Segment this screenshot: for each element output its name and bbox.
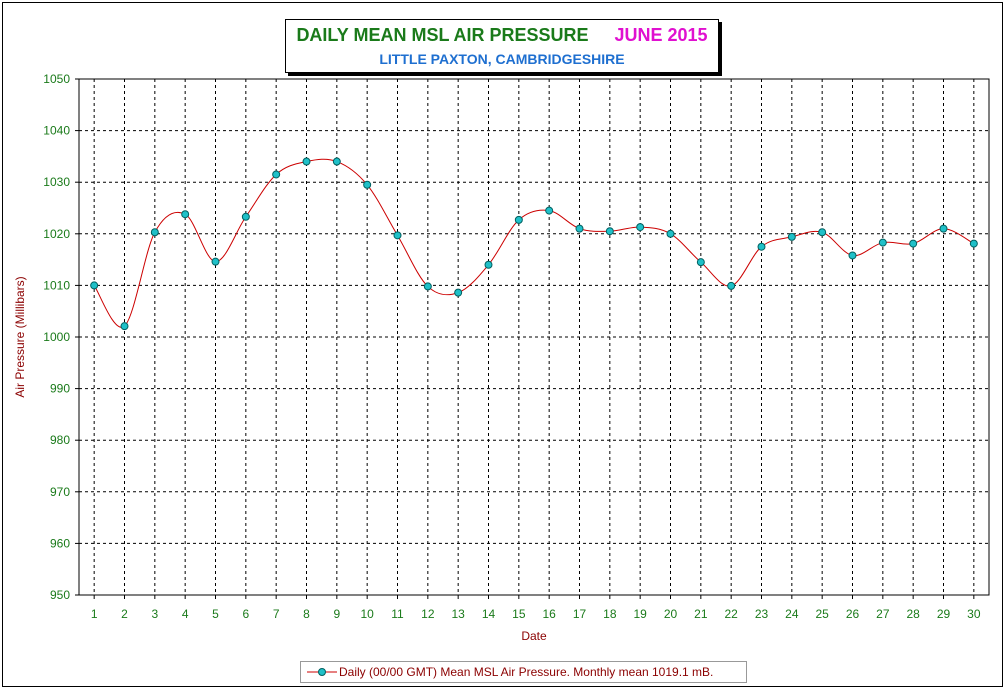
data-point [423, 282, 432, 291]
x-tick-label: 26 [846, 607, 860, 621]
x-tick-label: 17 [573, 607, 587, 621]
chart-subtitle: LITTLE PAXTON, CAMBRIDGESHIRE [379, 51, 625, 67]
y-tick-label: 960 [50, 536, 70, 550]
x-tick-label: 28 [906, 607, 920, 621]
x-tick-label: 25 [815, 607, 829, 621]
x-tick-label: 11 [391, 607, 404, 621]
series-markers [90, 157, 978, 331]
x-tick-label: 30 [967, 607, 981, 621]
x-tick-label: 15 [512, 607, 526, 621]
title-box: DAILY MEAN MSL AIR PRESSURE JUNE 2015 LIT… [285, 19, 719, 73]
data-point [150, 228, 159, 237]
y-tick-label: 1030 [43, 175, 70, 189]
data-point [848, 251, 857, 260]
x-tick-label: 1 [91, 607, 98, 621]
data-point [757, 242, 766, 251]
data-point [575, 224, 584, 233]
x-tick-label: 20 [664, 607, 678, 621]
legend-swatch-icon [307, 668, 337, 676]
x-tick-label: 5 [212, 607, 219, 621]
data-point [818, 228, 827, 237]
data-point [272, 170, 281, 179]
data-point [332, 157, 341, 166]
y-axis-label: Air Pressure (Millibars) [13, 276, 27, 397]
data-point [787, 232, 796, 241]
y-tick-label: 950 [50, 588, 70, 602]
y-tick-label: 1010 [43, 278, 70, 292]
data-point [666, 229, 675, 238]
x-tick-label: 3 [151, 607, 158, 621]
x-tick-label: 13 [451, 607, 465, 621]
data-point [120, 322, 129, 331]
x-tick-label: 16 [542, 607, 556, 621]
data-point [302, 157, 311, 166]
data-point [636, 223, 645, 232]
data-point [545, 206, 554, 215]
data-point [939, 224, 948, 233]
data-point [363, 180, 372, 189]
y-tick-label: 1000 [43, 330, 70, 344]
data-point [605, 227, 614, 236]
x-axis-label: Date [521, 629, 547, 643]
x-tick-label: 2 [121, 607, 128, 621]
x-tick-label: 12 [421, 607, 435, 621]
x-tick-label: 7 [273, 607, 280, 621]
x-tick-label: 21 [694, 607, 708, 621]
x-tick-label: 10 [360, 607, 374, 621]
x-tick-label: 23 [755, 607, 769, 621]
data-point [969, 239, 978, 248]
x-tick-labels: 1 2 3 4 5 6 7 8 9 10 11 12 13 14 15 16 17 18 19 20 21 22 23 24 2… [91, 595, 981, 621]
y-tick-label: 980 [50, 433, 70, 447]
x-tick-label: 22 [724, 607, 738, 621]
x-tick-label: 24 [785, 607, 799, 621]
x-tick-label: 9 [333, 607, 340, 621]
data-point [241, 212, 250, 221]
data-point [514, 215, 523, 224]
x-tick-label: 18 [603, 607, 617, 621]
y-tick-label: 1050 [43, 72, 70, 86]
x-tick-label: 14 [482, 607, 496, 621]
series-line [93, 158, 975, 328]
y-tick-label: 970 [50, 485, 70, 499]
x-tick-label: 4 [182, 607, 189, 621]
data-point [909, 239, 918, 248]
y-tick-label: 1040 [43, 124, 70, 138]
y-tick-label: 1020 [43, 227, 70, 241]
y-tick-label: 990 [50, 382, 70, 396]
x-tick-label: 8 [303, 607, 310, 621]
data-point [90, 281, 99, 290]
x-tick-label: 27 [876, 607, 890, 621]
data-point [454, 288, 463, 297]
data-point [484, 260, 493, 269]
legend-entry: Daily (00/00 GMT) Mean MSL Air Pressure.… [339, 665, 714, 679]
x-tick-label: 29 [937, 607, 951, 621]
data-point [878, 238, 887, 247]
data-point [727, 281, 736, 290]
title-line: DAILY MEAN MSL AIR PRESSURE JUNE 2015 [286, 25, 718, 46]
data-point [211, 257, 220, 266]
x-tick-label: 19 [633, 607, 647, 621]
data-point [696, 258, 705, 267]
x-tick-label: 6 [242, 607, 249, 621]
chart-period: JUNE 2015 [614, 25, 708, 45]
chart-title: DAILY MEAN MSL AIR PRESSURE [296, 25, 589, 45]
grid-lines [79, 79, 989, 595]
legend: Daily (00/00 GMT) Mean MSL Air Pressure.… [300, 661, 747, 683]
data-point [393, 231, 402, 240]
data-point [181, 210, 190, 219]
y-tick-labels: 950 960 970 980 990 1000 1010 1020 1030 1040 1050 [43, 72, 79, 602]
